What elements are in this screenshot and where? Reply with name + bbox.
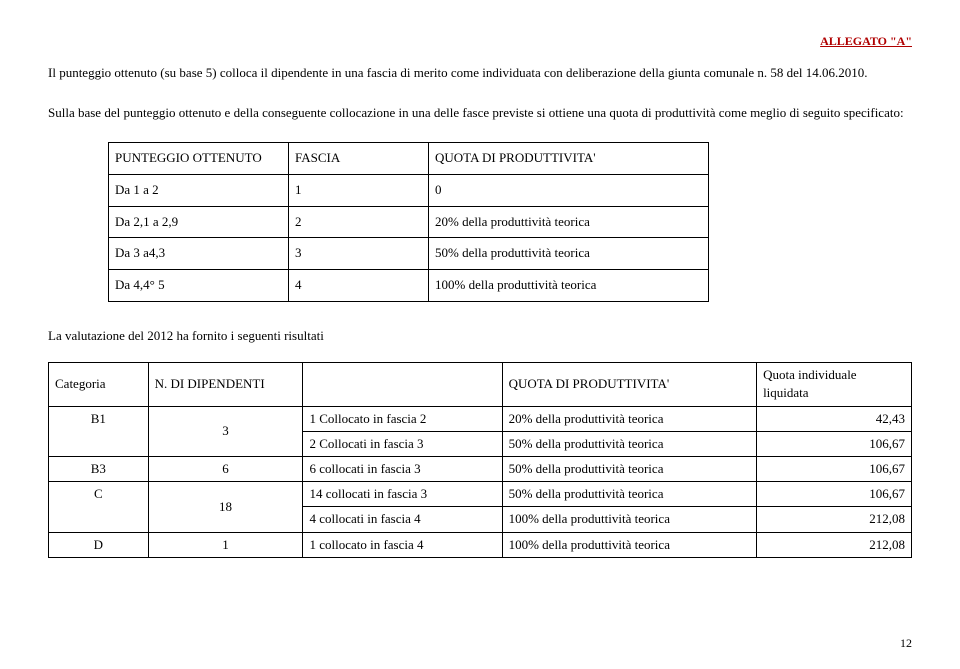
table-header-row: Categoria N. DI DIPENDENTI QUOTA DI PROD… (49, 363, 912, 406)
cell: 2 (289, 206, 429, 238)
cell-ndip: 18 (148, 482, 303, 532)
cell: 212,08 (757, 532, 912, 557)
cell-cat: D (49, 532, 149, 557)
cell: 1 Collocato in fascia 2 (303, 406, 502, 431)
th-punteggio: PUNTEGGIO OTTENUTO (109, 143, 289, 175)
cell-cat: B1 (49, 406, 149, 456)
cell: 42,43 (757, 406, 912, 431)
table-row: B1 3 1 Collocato in fascia 2 20% della p… (49, 406, 912, 431)
cell: 0 (429, 174, 709, 206)
cell: 100% della produttività teorica (502, 507, 756, 532)
th-quota-prod: QUOTA DI PRODUTTIVITA' (502, 363, 756, 406)
cell: Da 1 a 2 (109, 174, 289, 206)
header-annex: ALLEGATO "A" (48, 30, 912, 53)
cell: 2 Collocati in fascia 3 (303, 431, 502, 456)
cell: 106,67 (757, 482, 912, 507)
cell: 4 collocati in fascia 4 (303, 507, 502, 532)
cell: Da 3 a4,3 (109, 238, 289, 270)
cell: 1 collocato in fascia 4 (303, 532, 502, 557)
cell: 3 (289, 238, 429, 270)
cell: 20% della produttività teorica (502, 406, 756, 431)
cell-cat: C (49, 482, 149, 532)
cell: 50% della produttività teorica (502, 482, 756, 507)
page-number: 12 (900, 632, 912, 655)
cell: 100% della produttività teorica (502, 532, 756, 557)
table-row: D 1 1 collocato in fascia 4 100% della p… (49, 532, 912, 557)
cell: 106,67 (757, 457, 912, 482)
th-quota: QUOTA DI PRODUTTIVITA' (429, 143, 709, 175)
fascia-table: PUNTEGGIO OTTENUTO FASCIA QUOTA DI PRODU… (108, 142, 709, 301)
cell: 100% della produttività teorica (429, 269, 709, 301)
cell: 6 collocati in fascia 3 (303, 457, 502, 482)
cell-ndip: 1 (148, 532, 303, 557)
paragraph-2: Sulla base del punteggio ottenuto e dell… (48, 101, 912, 126)
cell: 50% della produttività teorica (429, 238, 709, 270)
risultati-table: Categoria N. DI DIPENDENTI QUOTA DI PROD… (48, 362, 912, 558)
table-row: Da 2,1 a 2,9 2 20% della produttività te… (109, 206, 709, 238)
cell-cat: B3 (49, 457, 149, 482)
table-header-row: PUNTEGGIO OTTENUTO FASCIA QUOTA DI PRODU… (109, 143, 709, 175)
cell: 50% della produttività teorica (502, 431, 756, 456)
th-dipendenti: N. DI DIPENDENTI (148, 363, 303, 406)
cell: 20% della produttività teorica (429, 206, 709, 238)
subheading: La valutazione del 2012 ha fornito i seg… (48, 324, 912, 349)
cell: 4 (289, 269, 429, 301)
cell: 50% della produttività teorica (502, 457, 756, 482)
th-quota-ind: Quota individuale liquidata (757, 363, 912, 406)
paragraph-1: Il punteggio ottenuto (su base 5) colloc… (48, 61, 912, 86)
table-row: Da 4,4° 5 4 100% della produttività teor… (109, 269, 709, 301)
th-blank (303, 363, 502, 406)
cell: 212,08 (757, 507, 912, 532)
cell: 106,67 (757, 431, 912, 456)
table-row: Da 3 a4,3 3 50% della produttività teori… (109, 238, 709, 270)
cell-ndip: 6 (148, 457, 303, 482)
th-categoria: Categoria (49, 363, 149, 406)
table-row: B3 6 6 collocati in fascia 3 50% della p… (49, 457, 912, 482)
cell: 1 (289, 174, 429, 206)
cell: Da 2,1 a 2,9 (109, 206, 289, 238)
cell: 14 collocati in fascia 3 (303, 482, 502, 507)
table-row: Da 1 a 2 1 0 (109, 174, 709, 206)
cell: Da 4,4° 5 (109, 269, 289, 301)
table-row: C 18 14 collocati in fascia 3 50% della … (49, 482, 912, 507)
th-fascia: FASCIA (289, 143, 429, 175)
cell-ndip: 3 (148, 406, 303, 456)
